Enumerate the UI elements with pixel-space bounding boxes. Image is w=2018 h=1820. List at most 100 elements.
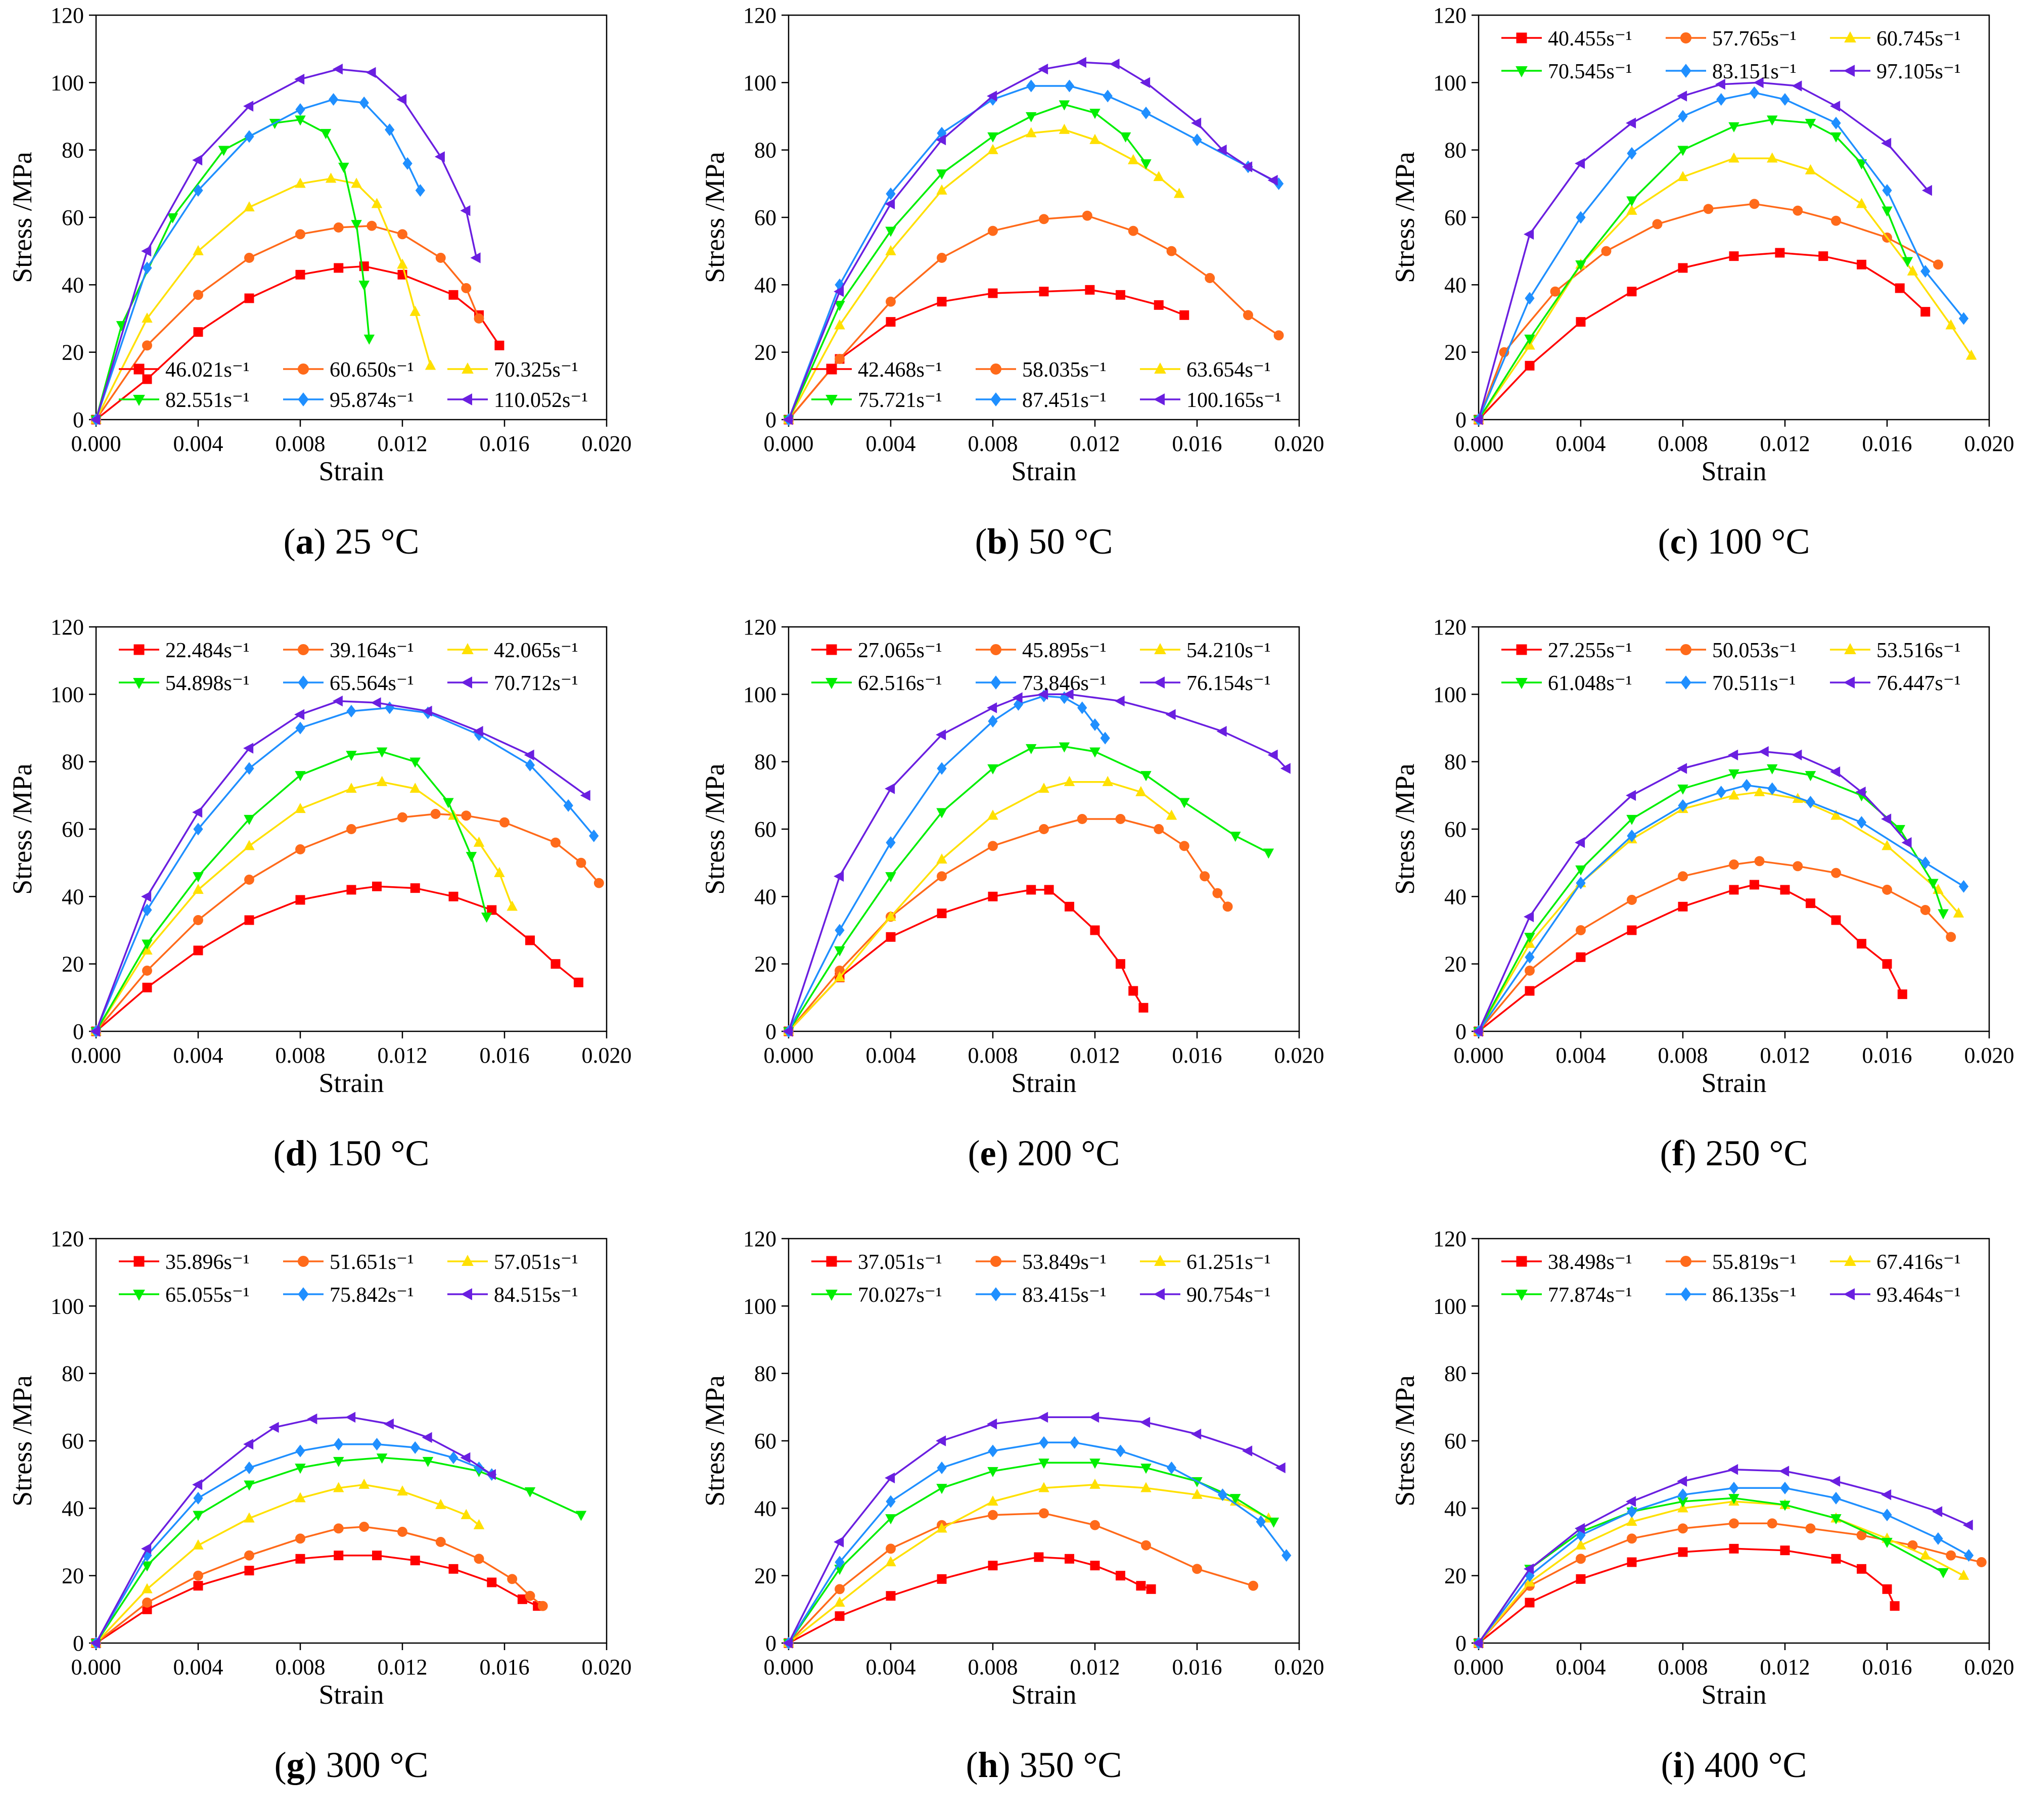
- data-point: [244, 1480, 255, 1491]
- data-point: [1524, 1563, 1534, 1575]
- legend-item: 45.895s⁻¹: [976, 639, 1107, 662]
- legend-item: 37.051s⁻¹: [811, 1251, 942, 1274]
- x-tick-label: 0.016: [1172, 431, 1222, 456]
- x-axis: 0.000 0.004 0.008 0.012 0.016 0.020: [1454, 1031, 2014, 1068]
- legend-item: 70.325s⁻¹: [447, 358, 578, 382]
- data-point: [1576, 1574, 1586, 1584]
- data-point: [1627, 1505, 1637, 1518]
- data-point: [1525, 950, 1535, 964]
- data-point: [295, 844, 305, 854]
- data-point: [333, 1482, 344, 1492]
- x-axis-title: Strain: [1012, 1679, 1077, 1710]
- data-point: [1179, 841, 1189, 851]
- legend-item: 58.035s⁻¹: [976, 358, 1107, 382]
- y-tick-label: 60: [62, 817, 84, 842]
- series-3: [783, 776, 1177, 1036]
- data-point: [295, 177, 306, 188]
- data-point: [90, 1637, 101, 1649]
- y-tick-label: 100: [51, 682, 84, 707]
- x-tick-label: 0.012: [378, 431, 428, 456]
- data-point: [783, 1026, 793, 1037]
- x-tick-label: 0.000: [1454, 1043, 1504, 1068]
- data-point: [142, 1583, 153, 1594]
- series-2: [91, 809, 604, 1036]
- series-6: [90, 695, 590, 1037]
- x-axis: 0.000 0.004 0.008 0.012 0.016 0.020: [1454, 1643, 2014, 1679]
- data-point: [244, 1550, 254, 1561]
- y-axis: 0 20 40 60 80 100 120: [1433, 1226, 1479, 1656]
- series-line: [95, 1443, 492, 1644]
- data-point: [268, 1422, 279, 1433]
- data-point: [1945, 319, 1956, 330]
- data-point: [1120, 132, 1131, 143]
- legend-item: 61.251s⁻¹: [1140, 1251, 1271, 1274]
- legend-marker: [1516, 644, 1527, 655]
- x-tick-label: 0.008: [1658, 431, 1708, 456]
- data-point: [294, 73, 305, 85]
- data-point: [1728, 749, 1738, 761]
- data-point: [142, 966, 152, 976]
- data-point: [461, 283, 472, 293]
- legend-marker: [1844, 643, 1856, 654]
- data-point: [937, 762, 947, 775]
- data-point: [1012, 692, 1023, 703]
- data-point: [834, 946, 845, 957]
- data-point: [1729, 251, 1739, 261]
- legend-item: 61.048s⁻¹: [1501, 672, 1632, 695]
- data-point: [886, 296, 896, 307]
- data-point: [1140, 159, 1152, 170]
- data-point: [142, 939, 153, 950]
- data-point: [886, 1591, 896, 1601]
- legend-marker: [1680, 1287, 1691, 1301]
- data-point: [1064, 79, 1075, 93]
- y-tick-label: 60: [754, 205, 776, 230]
- data-point: [937, 908, 947, 919]
- data-point: [1191, 117, 1202, 129]
- data-point: [295, 1533, 305, 1544]
- data-point: [886, 187, 896, 200]
- series-line: [95, 700, 587, 1032]
- chart-panel-a: 0.000 0.004 0.008 0.012 0.016 0.020 0 20 40 60 80 1…: [7, 3, 632, 486]
- legend-item: 70.712s⁻¹: [447, 672, 578, 695]
- data-point: [422, 705, 432, 717]
- data-point: [885, 783, 895, 794]
- series-line: [788, 1416, 1282, 1644]
- data-point: [1230, 1494, 1241, 1505]
- legend-label: 86.135s⁻¹: [1712, 1284, 1797, 1307]
- data-point: [885, 1556, 896, 1567]
- data-point: [1100, 732, 1110, 745]
- data-point: [142, 340, 152, 351]
- panel-letter: f: [1672, 1133, 1684, 1173]
- y-tick-label: 120: [743, 3, 776, 28]
- series-line: [1478, 750, 1908, 1032]
- data-point: [1550, 286, 1561, 297]
- data-point: [1576, 211, 1586, 224]
- data-point: [885, 198, 895, 210]
- series-3: [783, 123, 1185, 424]
- legend-label: 62.516s⁻¹: [858, 672, 942, 695]
- data-point: [1831, 915, 1841, 925]
- series-6: [1473, 77, 1932, 425]
- legend-marker: [990, 392, 1001, 406]
- data-point: [1728, 152, 1739, 163]
- x-tick-label: 0.000: [71, 431, 121, 456]
- data-point: [410, 883, 420, 893]
- series-line: [788, 1512, 1254, 1644]
- data-point: [1576, 925, 1586, 935]
- data-point: [1857, 939, 1866, 949]
- series-line: [788, 1441, 1288, 1644]
- data-point: [366, 220, 377, 231]
- legend-label: 65.564s⁻¹: [330, 672, 414, 695]
- data-point: [936, 184, 947, 195]
- data-point: [1831, 1491, 1841, 1505]
- data-point: [1077, 814, 1087, 824]
- chart-panel-e: 0.000 0.004 0.008 0.012 0.016 0.020 0 20 40 60 80 1…: [700, 615, 1324, 1098]
- legend-item: 70.545s⁻¹: [1501, 60, 1632, 83]
- data-point: [383, 1418, 394, 1430]
- data-point: [320, 129, 332, 140]
- legend-label: 75.842s⁻¹: [330, 1284, 414, 1307]
- legend-label: 67.416s⁻¹: [1876, 1251, 1961, 1274]
- legend-item: 39.164s⁻¹: [283, 639, 414, 662]
- y-axis-title: Stress /MPa: [1390, 1375, 1420, 1507]
- data-point: [987, 90, 997, 102]
